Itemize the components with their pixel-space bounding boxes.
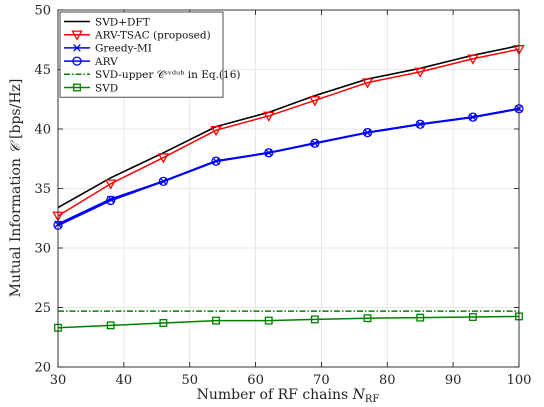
data-point-arv-tsac-proposed: [309, 96, 321, 107]
data-point-arv: [415, 119, 425, 129]
data-point-arv: [264, 148, 274, 158]
data-point-arv-tsac-proposed: [157, 153, 170, 164]
data-point-svd: [264, 316, 273, 325]
series-line-arv: [57, 107, 520, 227]
y-tick-label: 40: [34, 123, 51, 138]
x-tick-label: 30: [50, 373, 67, 388]
x-tick-label: 50: [181, 373, 198, 388]
data-point-arv: [468, 112, 478, 122]
y-tick-label: 50: [34, 4, 51, 19]
data-point-svd: [416, 313, 425, 322]
legend-marker-arv: [72, 56, 82, 66]
legend-label-greedy-mi: Greedy-MI: [95, 43, 152, 55]
data-point-svd: [468, 313, 477, 321]
data-point-arv: [158, 176, 169, 187]
y-tick-label: 25: [34, 301, 51, 316]
x-tick-label: 90: [445, 373, 462, 388]
data-point-arv-tsac-proposed: [104, 179, 117, 190]
data-point-arv-tsac-proposed: [467, 54, 479, 65]
legend-label-arv: ARV: [94, 56, 118, 68]
x-tick-label: 100: [507, 373, 532, 388]
y-axis-label: Mutual Information 𝒞 [bps/Hz]: [8, 79, 24, 298]
data-point-svd: [106, 321, 115, 330]
data-point-svd: [159, 319, 168, 327]
legend-box: [59, 11, 224, 98]
data-point-svd: [212, 316, 221, 325]
series-layer: [52, 44, 525, 332]
legend-marker-svd: [73, 83, 81, 92]
data-point-arv-tsac-proposed: [263, 111, 275, 122]
x-tick-label: 80: [379, 373, 396, 388]
legend-label-svd-dft: SVD+DFT: [95, 16, 150, 28]
series-line-arv-tsac-proposed: [57, 48, 520, 217]
y-tick-label: 20: [34, 361, 51, 376]
data-point-arv: [362, 127, 373, 138]
y-tick-label: 35: [34, 182, 51, 197]
data-point-arv: [211, 156, 221, 166]
data-point-svd: [310, 315, 319, 324]
x-axis-label: Number of RF chains NRF: [197, 387, 380, 405]
x-tick-label: 60: [247, 373, 264, 388]
series-line-svd: [57, 315, 520, 329]
legend-marker-arv-tsac-proposed: [71, 30, 83, 41]
legend-label-svd-upper-in-eq-16: SVD-upper 𝒞ˢᵛᵈᵘᵇ in Eq.(16): [95, 69, 240, 81]
legend-marker-greedy-mi: [73, 44, 81, 52]
data-point-arv-tsac-proposed: [414, 67, 426, 78]
data-point-svd: [363, 314, 372, 323]
data-point-arv-tsac-proposed: [210, 125, 222, 137]
y-tick-label: 30: [34, 242, 51, 257]
legend-label-svd: SVD: [95, 82, 118, 94]
x-tick-label: 40: [116, 373, 133, 388]
data-point-arv-tsac-proposed: [361, 78, 374, 89]
legend-label-arv-tsac-proposed: ARV-TSAC (proposed): [94, 30, 211, 42]
ticks: 30 40 50 60 70 80 90 100 20 25 30 35 40 45 50: [34, 4, 531, 389]
data-point-arv: [310, 138, 320, 148]
data-point-arv: [106, 195, 116, 206]
x-tick-label: 70: [313, 373, 330, 388]
series-line-svd-dft: [57, 44, 520, 209]
series-svd-dft: [57, 44, 520, 209]
y-tick-label: 45: [34, 63, 51, 78]
